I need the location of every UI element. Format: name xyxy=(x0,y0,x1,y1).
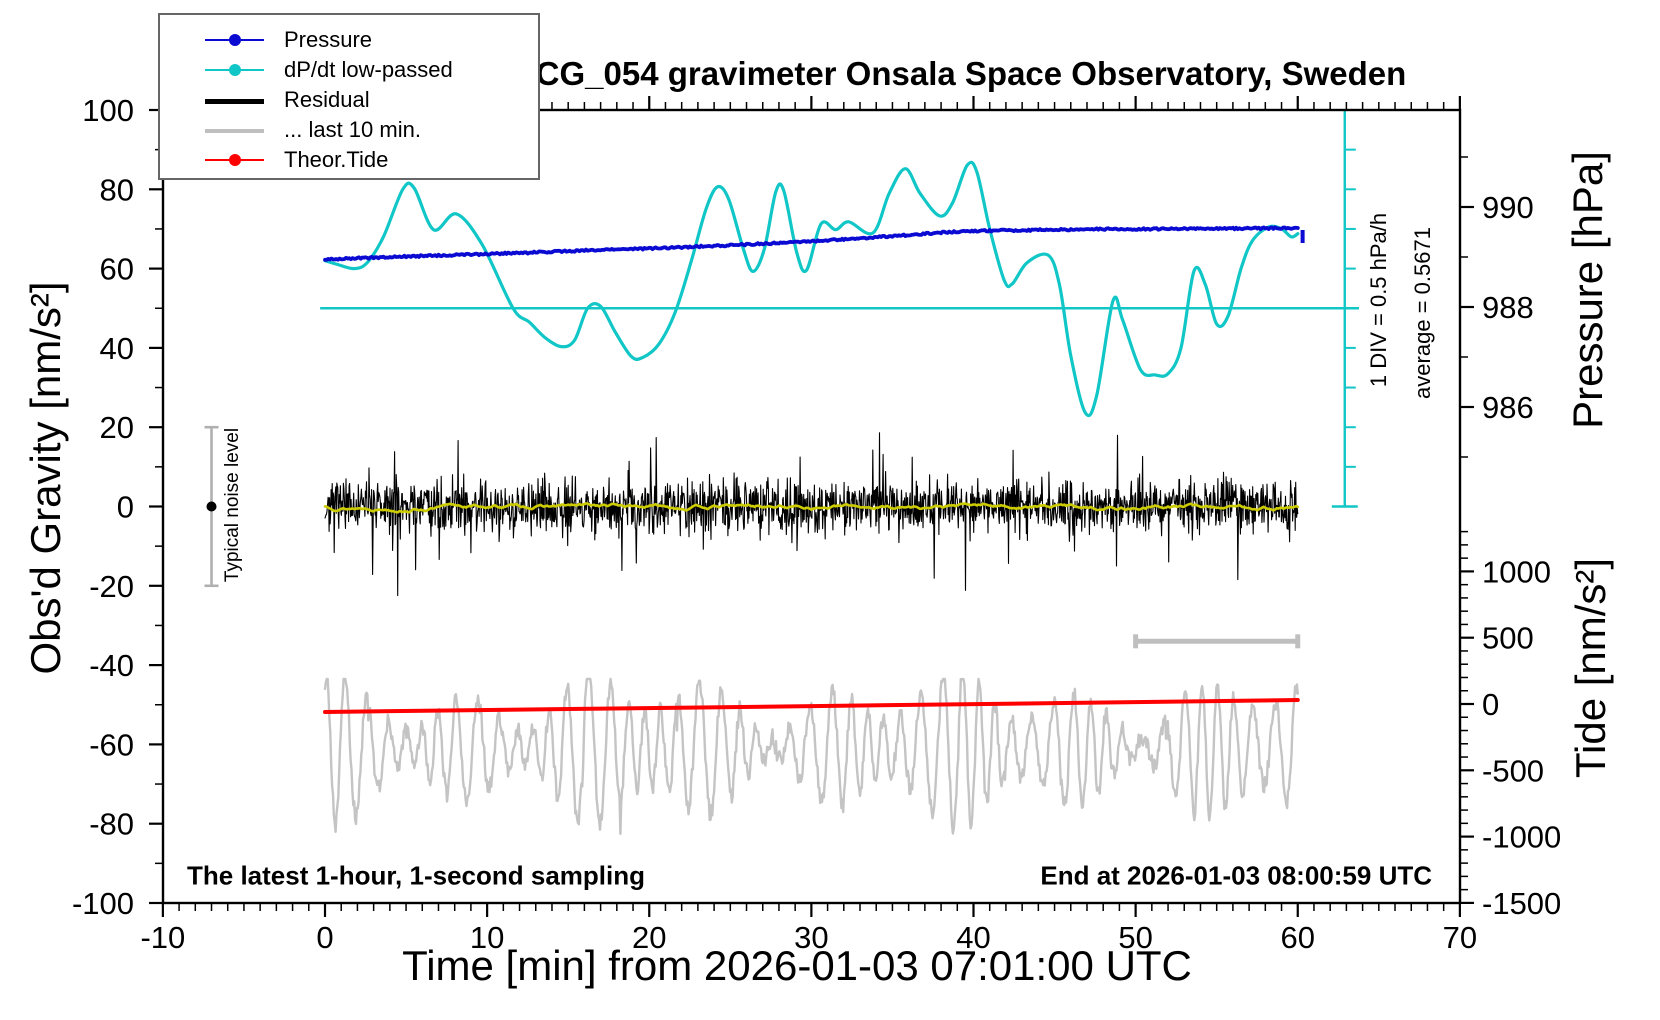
x-tick-label: 40 xyxy=(956,920,990,955)
gravity-tick-label: 20 xyxy=(100,410,134,445)
sampling-note: The latest 1-hour, 1-second sampling xyxy=(187,860,645,891)
x-tick-label: 0 xyxy=(316,920,333,955)
gravity-tick-label: 40 xyxy=(100,331,134,366)
legend-line-swatch xyxy=(205,99,264,104)
gravity-tick-label: -20 xyxy=(89,569,134,604)
chart-title: SCG_054 gravimeter Onsala Space Observat… xyxy=(513,55,1407,92)
legend-dot-icon xyxy=(228,34,241,46)
noise-level-label: Typical noise level xyxy=(222,427,243,583)
pressure-line xyxy=(323,225,1300,262)
gravity-tick-label: 80 xyxy=(100,172,134,207)
gravity-tick-label: -80 xyxy=(89,807,134,842)
x-tick-label: 30 xyxy=(794,920,828,955)
legend-item-label: Theor.Tide xyxy=(284,147,389,172)
legend-item-label: dP/dt low-passed xyxy=(284,57,453,82)
residual-trace xyxy=(324,432,1299,597)
x-axis-title: Time [min] from 2026-01-03 07:01:00 UTC xyxy=(402,942,1192,989)
pressure-tick-label: 988 xyxy=(1482,290,1534,325)
div-scale-note: 1 DIV = 0.5 hPa/h xyxy=(1366,212,1391,388)
last10min-curve xyxy=(323,677,1299,835)
x-tick-label: 20 xyxy=(632,920,666,955)
y-axis-title-pressure: Pressure [hPa] xyxy=(1564,151,1611,429)
average-note: average = 0.5671 xyxy=(1410,227,1435,399)
tide-tick-label: -1500 xyxy=(1482,886,1561,921)
tide-tick-label: -1000 xyxy=(1482,820,1561,855)
x-tick-label: 10 xyxy=(470,920,504,955)
x-tick-label: -10 xyxy=(140,920,185,955)
tide-tick-label: -500 xyxy=(1482,753,1544,788)
pressure-tick-label: 986 xyxy=(1482,390,1534,425)
legend: Pressure dP/dt low-passed Residual ... last… xyxy=(158,13,540,180)
end-time-note: End at 2026-01-03 08:00:59 UTC xyxy=(1040,860,1432,891)
legend-item-label: ... last 10 min. xyxy=(284,117,421,142)
x-tick-label: 50 xyxy=(1118,920,1152,955)
legend-item-label: Residual xyxy=(284,87,370,112)
legend-item-label: Pressure xyxy=(284,27,373,52)
legend-dot-icon xyxy=(228,154,241,166)
theor-tide-line xyxy=(323,698,1300,714)
gravity-tick-label: -100 xyxy=(72,886,134,921)
gravity-tick-label: -40 xyxy=(89,648,134,683)
noise-error-bar-dot xyxy=(206,501,217,512)
tide-tick-label: 500 xyxy=(1482,621,1534,656)
y-axis-title-tide: Tide [nm/s²] xyxy=(1567,557,1614,779)
x-tick-label: 60 xyxy=(1281,920,1315,955)
gravity-tick-label: 100 xyxy=(82,93,134,128)
gravity-tick-label: 0 xyxy=(117,490,134,525)
legend-dot-icon xyxy=(228,64,241,76)
gravity-tick-label: 60 xyxy=(100,252,134,287)
tide-tick-label: 0 xyxy=(1482,687,1499,722)
gravity-tick-label: -60 xyxy=(89,727,134,762)
tide-tick-label: 1000 xyxy=(1482,554,1551,589)
residual-smoothed-line xyxy=(323,502,1300,514)
x-tick-label: 70 xyxy=(1443,920,1477,955)
pressure-tick-label: 990 xyxy=(1482,190,1534,225)
legend-line-swatch xyxy=(205,129,264,133)
y-axis-title-gravity: Obs'd Gravity [nm/s²] xyxy=(22,281,69,675)
dpdt-curve xyxy=(323,160,1300,418)
